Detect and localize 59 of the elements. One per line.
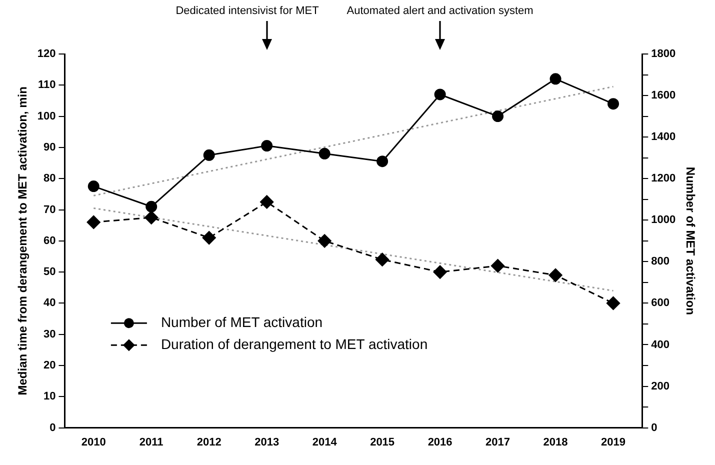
point — [261, 140, 273, 152]
point — [260, 195, 274, 209]
point — [203, 149, 215, 161]
y2-tick-label: 1800 — [651, 48, 676, 60]
point — [550, 73, 562, 85]
x-tick-label: 2011 — [139, 436, 164, 448]
x-tick-label: 2010 — [81, 436, 106, 448]
y2-tick-label: 400 — [651, 338, 670, 351]
point — [144, 210, 158, 224]
point — [434, 88, 446, 100]
y-tick-label: 110 — [38, 79, 56, 92]
x-tick-label: 2016 — [428, 436, 452, 448]
y-tick-label: 100 — [37, 110, 56, 122]
x-tick-label: 2019 — [601, 436, 626, 448]
point — [202, 231, 216, 245]
y2-tick-label: 800 — [651, 256, 670, 268]
y-tick-label: 40 — [44, 297, 56, 310]
x-tick-label: 2018 — [543, 436, 568, 448]
point — [548, 268, 562, 282]
y-axis-title: Median time from derangement to MET activation, min — [16, 86, 30, 396]
y-tick-label: 90 — [44, 141, 56, 154]
y-tick-label: 0 — [50, 422, 56, 434]
legend-label: Number of MET activation — [160, 314, 323, 330]
y-tick-label: 50 — [44, 266, 56, 278]
y2-tick-label: 0 — [651, 422, 658, 434]
y2-tick-label: 200 — [651, 380, 670, 392]
point — [146, 200, 158, 212]
x-tick-label: 2014 — [312, 436, 338, 448]
y-tick-label: 20 — [44, 360, 56, 372]
point — [88, 180, 100, 192]
x-tick-label: 2017 — [486, 436, 510, 448]
legend-label: Duration of derangement to MET activation — [160, 336, 428, 352]
point — [491, 259, 505, 273]
y-tick-label: 60 — [44, 234, 56, 247]
point — [376, 156, 388, 168]
x-tick-label: 2012 — [196, 436, 222, 448]
y2-tick-label: 600 — [651, 297, 670, 310]
text: Automated alert and activation system — [346, 4, 534, 18]
y2-axis-title: Number of MET activation — [683, 166, 698, 315]
point — [318, 234, 332, 248]
point — [433, 265, 447, 279]
y2-tick-label: 1000 — [651, 214, 676, 226]
point — [86, 215, 100, 229]
y2-tick-label: 1400 — [651, 131, 676, 144]
point — [606, 296, 620, 310]
y-tick-label: 10 — [44, 390, 56, 403]
point — [492, 110, 504, 122]
x-tick-label: 2013 — [254, 436, 280, 448]
x-tick-label: 2015 — [370, 436, 395, 448]
text: Dedicated intensivist for MET — [174, 4, 320, 18]
point — [608, 98, 620, 110]
y-tick-label: 80 — [44, 172, 56, 185]
y-tick-label: 120 — [37, 48, 56, 60]
y2-tick-label: 1200 — [651, 172, 676, 185]
y2-tick-label: 1600 — [651, 90, 676, 102]
point — [376, 252, 390, 266]
y-tick-label: 30 — [44, 328, 56, 340]
y-tick-label: 70 — [44, 204, 56, 216]
point — [318, 148, 330, 160]
